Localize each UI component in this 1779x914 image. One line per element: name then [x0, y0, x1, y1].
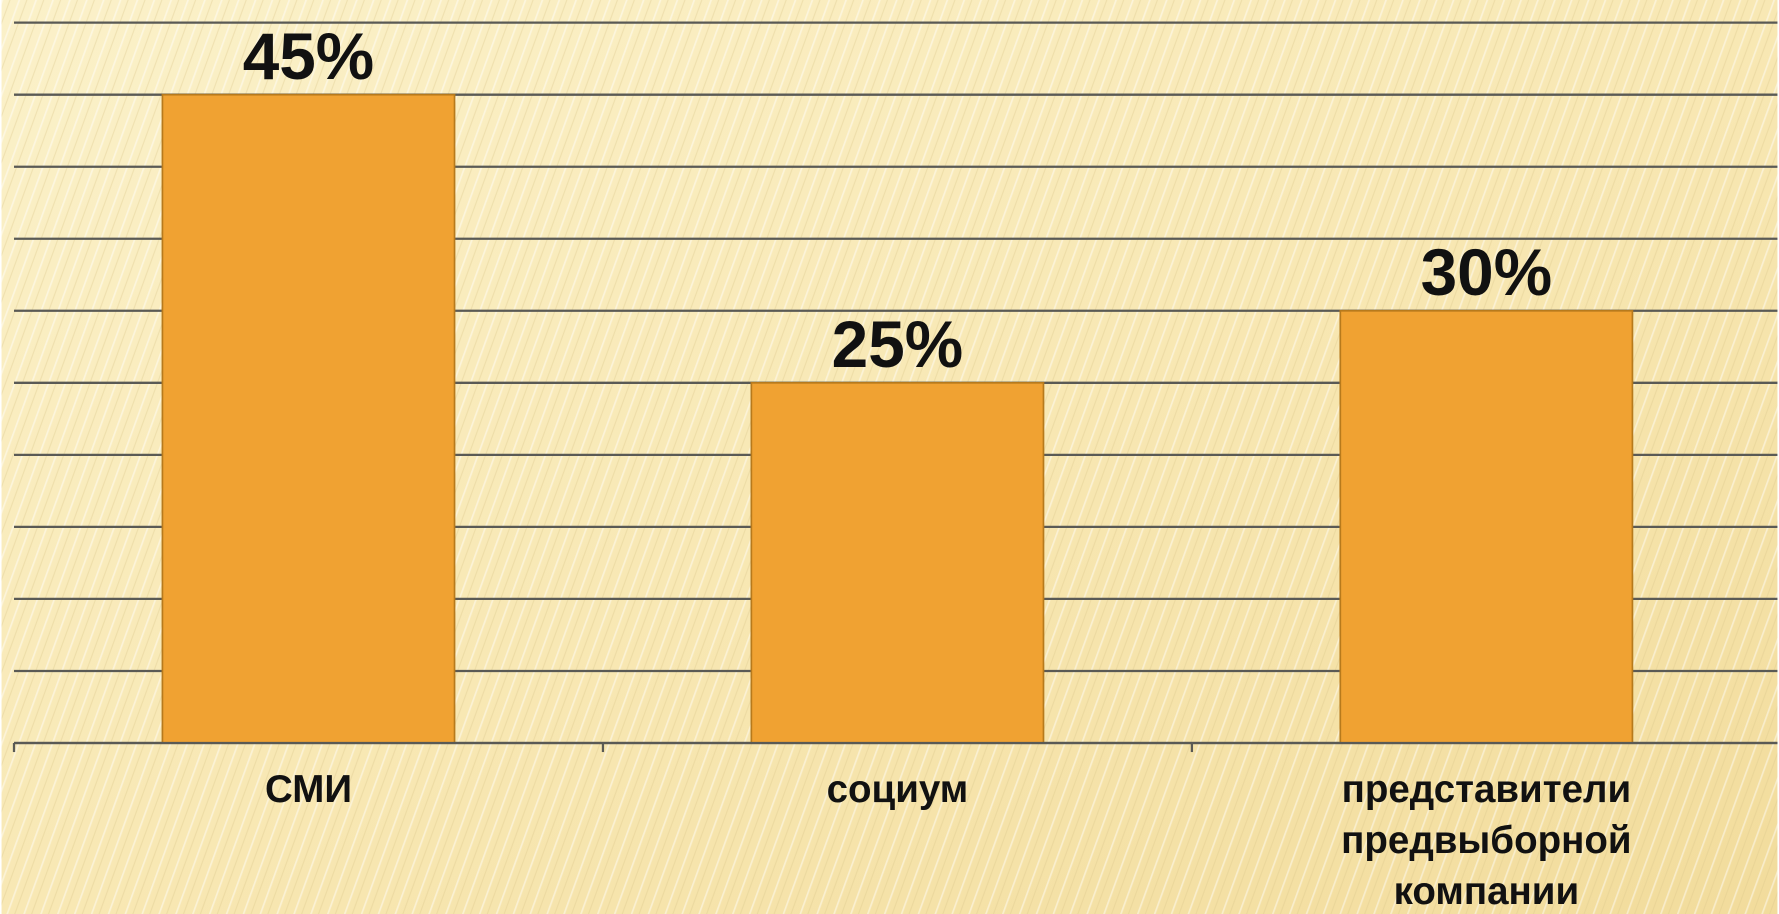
x-tick-label: представители предвыборной компании — [1341, 768, 1631, 913]
label-line: предвыборной — [1341, 819, 1631, 862]
value-label: 45% — [243, 20, 374, 93]
value-label: 30% — [1421, 236, 1552, 309]
bar — [750, 381, 1045, 744]
x-tick-label: СМИ — [265, 768, 352, 811]
bar — [1339, 309, 1634, 744]
label-line: представители — [1342, 768, 1632, 811]
value-label: 25% — [832, 308, 963, 381]
label-line: компании — [1394, 870, 1580, 913]
x-tick-label: социум — [827, 768, 969, 811]
bar — [161, 93, 456, 744]
